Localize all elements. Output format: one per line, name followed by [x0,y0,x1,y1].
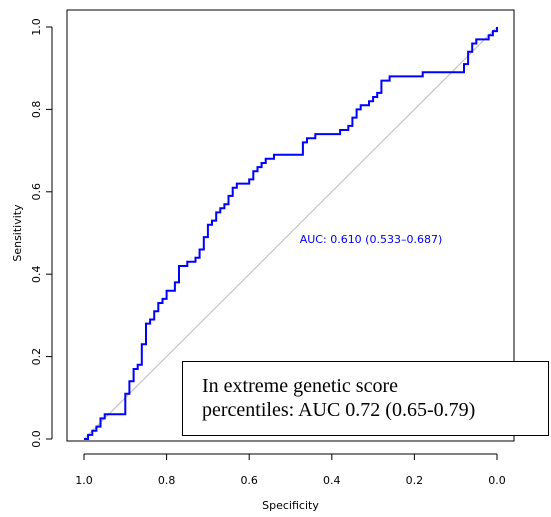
roc-curve-0 [84,27,498,440]
extreme-percentiles-annotation-box: In extreme genetic score percentiles: AU… [182,361,549,436]
y-tick-label-1: 0.2 [30,348,43,366]
x-tick-label-0: 1.0 [75,474,93,487]
plot-area [83,26,498,440]
y-tick-label-2: 0.4 [30,265,43,283]
x-tick-label-5: 0.0 [488,474,506,487]
annotation-line-1: In extreme genetic score [202,375,399,397]
y-axis-title: Sensitivity [11,204,24,262]
y-tick-label-5: 1.0 [30,18,43,36]
reference-diagonal [83,26,498,440]
y-tick-label-3: 0.6 [30,183,43,201]
plot-frame [66,9,515,442]
annotation-line-2: percentiles: AUC 0.72 (0.65-0.79) [202,399,476,421]
y-tick-label-4: 0.8 [30,101,43,119]
x-tick-label-3: 0.4 [323,474,341,487]
axes: 1.0 0.8 0.6 0.4 0.2 0.0 0.0 0.2 0.4 0.6 0.8 1.0 [30,9,515,487]
x-tick-label-4: 0.2 [406,474,424,487]
x-axis-title: Specificity [262,499,319,512]
auc-annotation: AUC: 0.610 (0.533–0.687) [300,233,443,246]
x-tick-label-2: 0.6 [240,474,258,487]
x-tick-label-1: 0.8 [158,474,176,487]
y-tick-label-0: 0.0 [30,430,43,448]
